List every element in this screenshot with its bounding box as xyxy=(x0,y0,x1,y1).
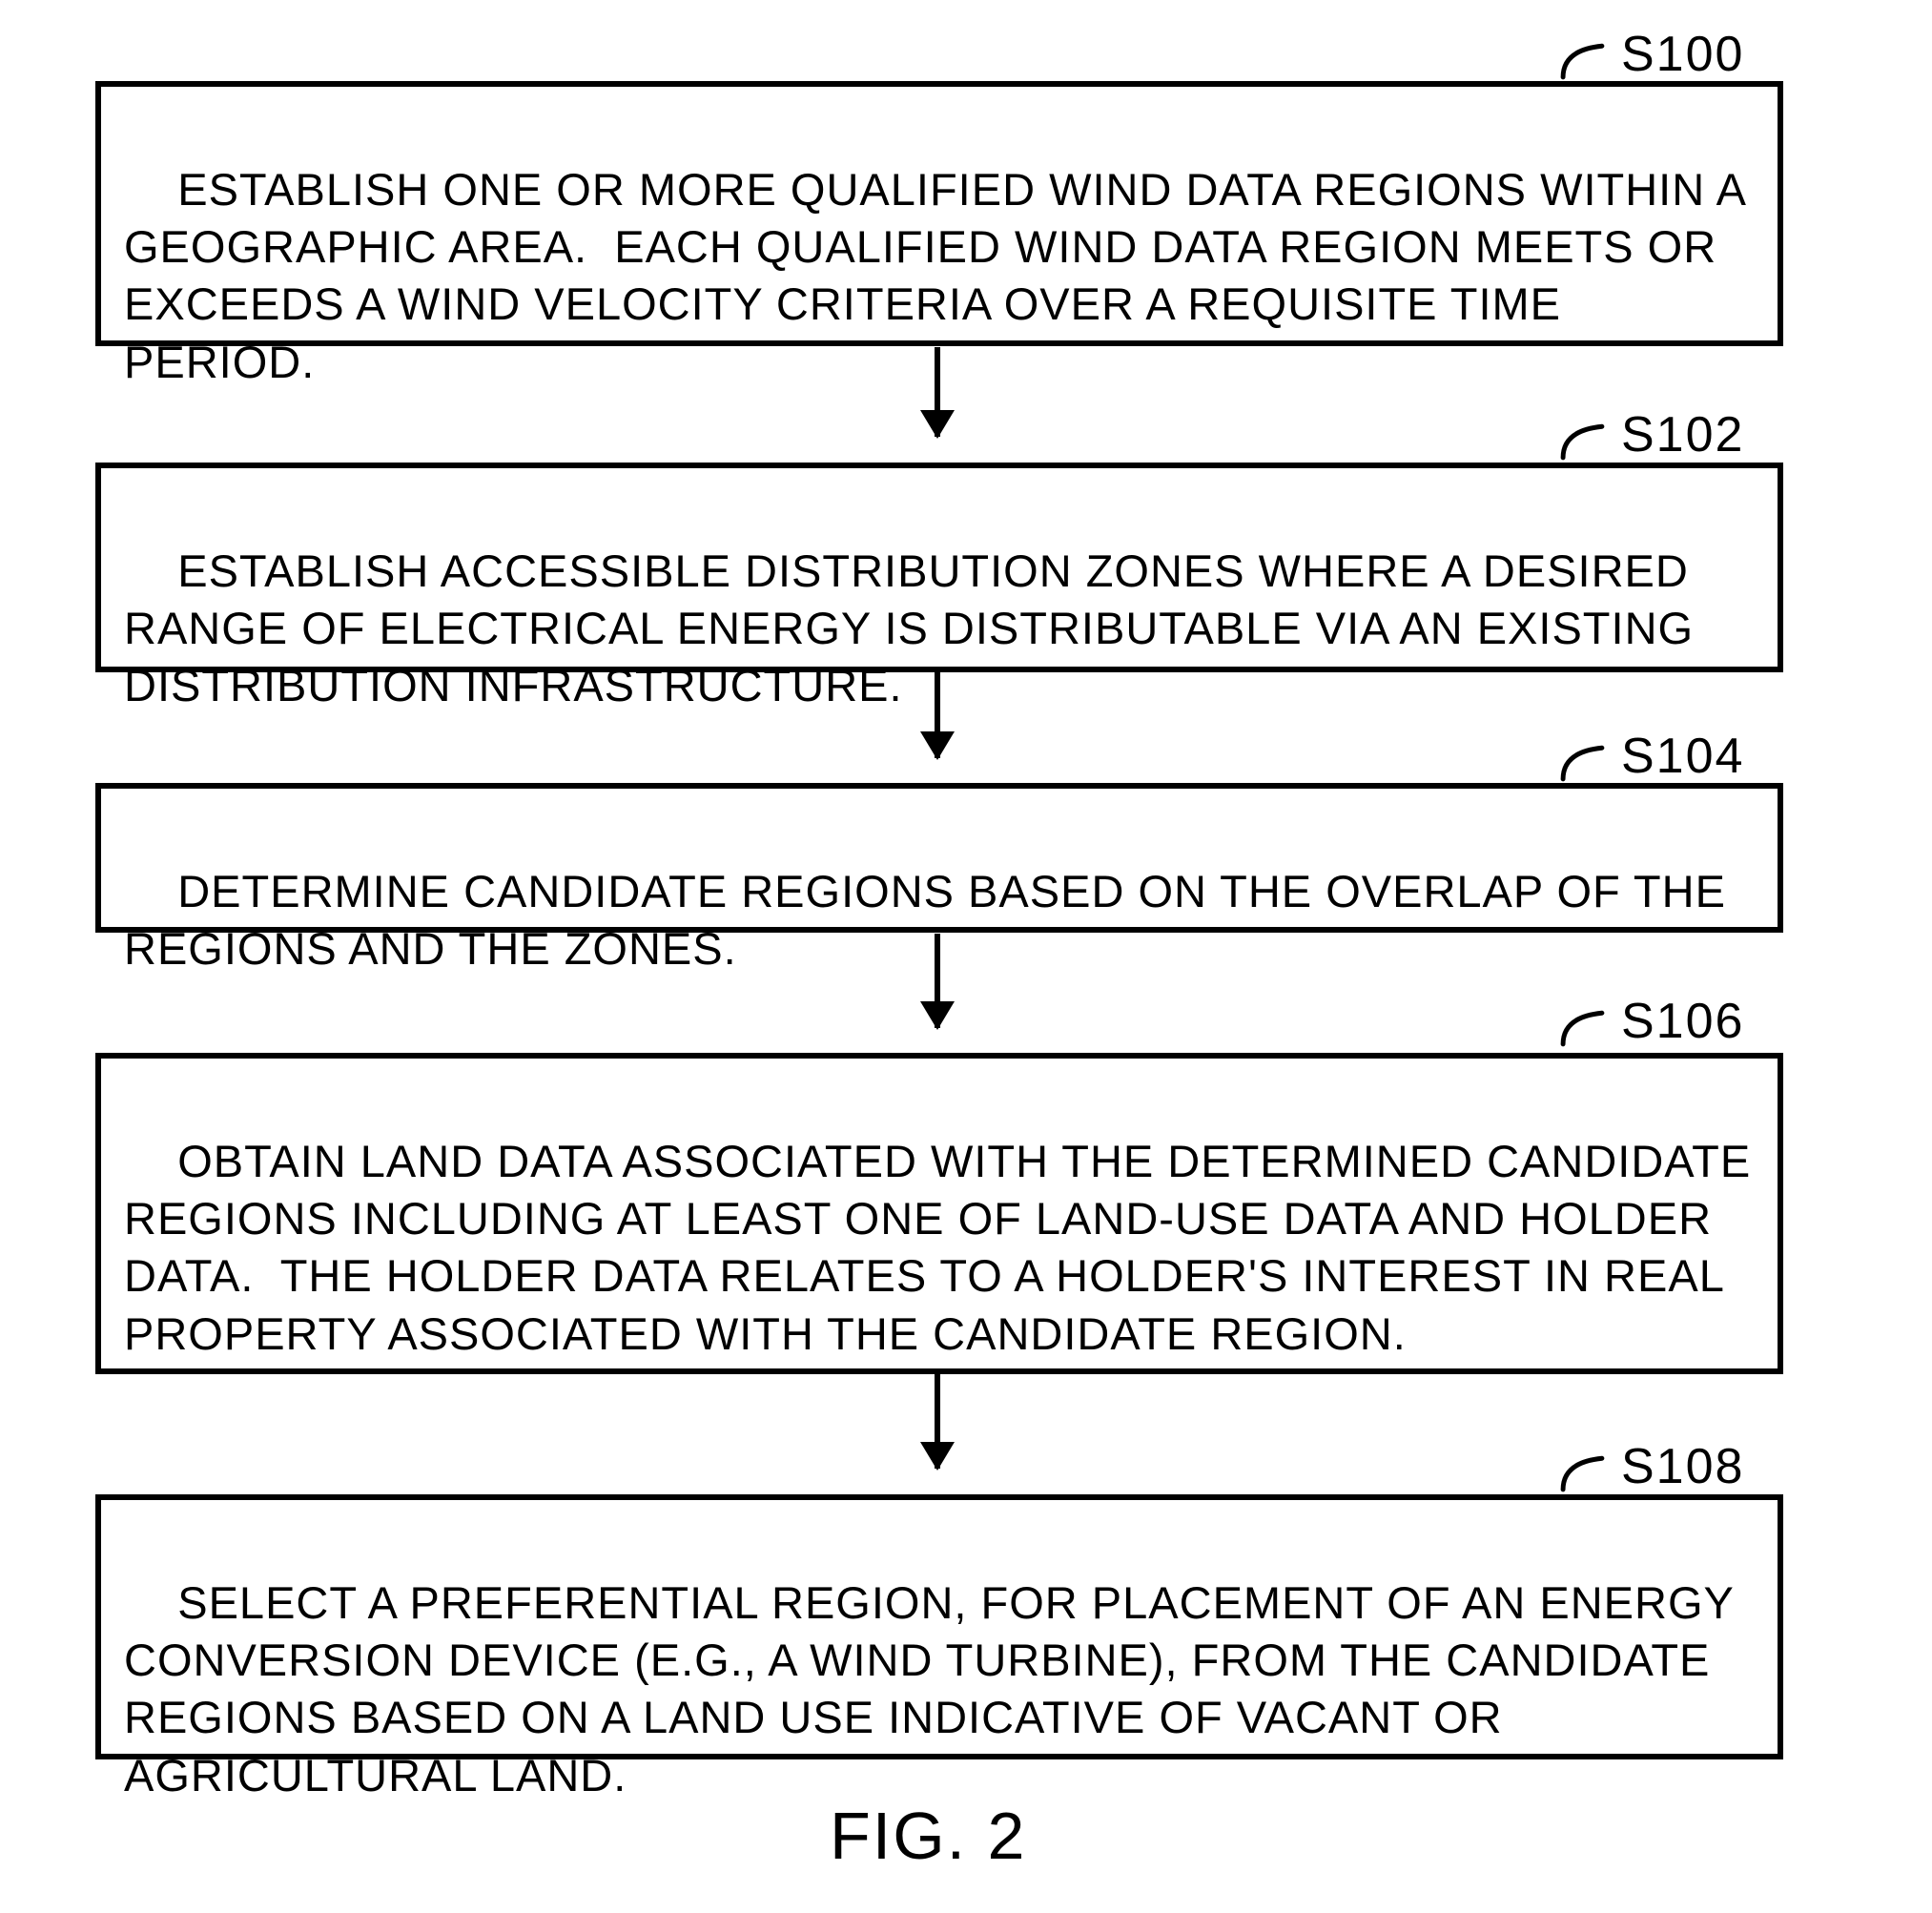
step-label-s104: S104 xyxy=(1621,728,1744,785)
label-hook-s106 xyxy=(1559,1001,1606,1048)
label-hook-s108 xyxy=(1559,1447,1606,1493)
flow-arrow-s102-s104 xyxy=(935,672,940,758)
step-text-s104: DETERMINE CANDIDATE REGIONS BASED ON THE… xyxy=(124,866,1739,974)
flow-arrow-s104-s106 xyxy=(935,934,940,1028)
step-box-s102: ESTABLISH ACCESSIBLE DISTRIBUTION ZONES … xyxy=(95,463,1783,672)
step-text-s106: OBTAIN LAND DATA ASSOCIATED WITH THE DET… xyxy=(124,1136,1764,1358)
flow-arrow-s100-s102 xyxy=(935,347,940,437)
step-box-s108: SELECT A PREFERENTIAL REGION, FOR PLACEM… xyxy=(95,1494,1783,1759)
figure-caption: FIG. 2 xyxy=(830,1798,1026,1874)
step-label-s108: S108 xyxy=(1621,1438,1744,1495)
step-label-s106: S106 xyxy=(1621,993,1744,1050)
step-text-s102: ESTABLISH ACCESSIBLE DISTRIBUTION ZONES … xyxy=(124,545,1707,710)
flow-arrow-s106-s108 xyxy=(935,1374,940,1469)
step-box-s100: ESTABLISH ONE OR MORE QUALIFIED WIND DAT… xyxy=(95,81,1783,346)
step-label-s102: S102 xyxy=(1621,406,1744,463)
step-box-s104: DETERMINE CANDIDATE REGIONS BASED ON THE… xyxy=(95,783,1783,933)
label-hook-s100 xyxy=(1559,34,1606,81)
label-hook-s104 xyxy=(1559,736,1606,783)
step-text-s100: ESTABLISH ONE OR MORE QUALIFIED WIND DAT… xyxy=(124,164,1757,386)
label-hook-s102 xyxy=(1559,415,1606,462)
step-text-s108: SELECT A PREFERENTIAL REGION, FOR PLACEM… xyxy=(124,1577,1747,1800)
step-box-s106: OBTAIN LAND DATA ASSOCIATED WITH THE DET… xyxy=(95,1053,1783,1374)
step-label-s100: S100 xyxy=(1621,26,1744,83)
flowchart-canvas: ESTABLISH ONE OR MORE QUALIFIED WIND DAT… xyxy=(0,0,1932,1913)
